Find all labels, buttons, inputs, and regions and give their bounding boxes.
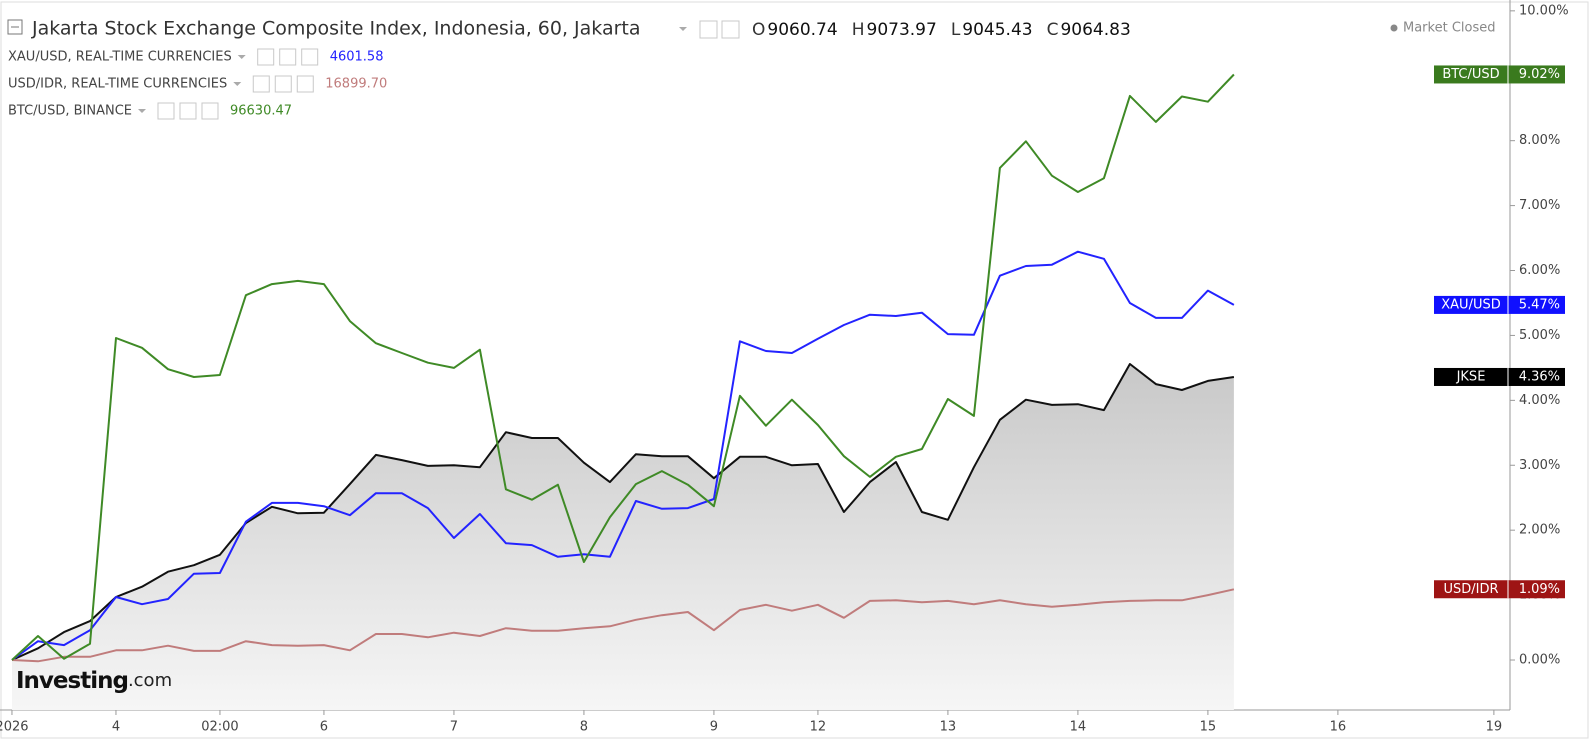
tag-name: XAU/USD: [1441, 297, 1500, 312]
y-tick-label: 2.00%: [1519, 523, 1560, 538]
x-tick-label: 15: [1200, 720, 1217, 735]
ohlc-key: O: [752, 20, 765, 40]
tag-name: BTC/USD: [1442, 67, 1499, 82]
ohlc-key: L: [951, 20, 961, 40]
y-tick-label: 3.00%: [1519, 458, 1560, 473]
market-status: Market Closed: [1403, 21, 1496, 36]
dropdown-arrow[interactable]: [679, 27, 687, 31]
title-controls[interactable]: [679, 20, 740, 39]
dropdown-arrow[interactable]: [137, 109, 146, 113]
price-tags: JKSE 4.36% XAU/USD 5.47% USD/IDR 1.09% BTC/USD…: [1434, 65, 1565, 599]
ohlc-key: C: [1047, 20, 1059, 40]
tag-value: 1.09%: [1519, 582, 1560, 597]
remove-icon[interactable]: [301, 48, 319, 66]
legend-price: 4601.58: [330, 50, 384, 65]
x-tick-label: 8: [580, 720, 588, 735]
series-line: [11, 250, 1235, 661]
series-line: [11, 588, 1235, 663]
plot-area: 0.00%1.00%2.00%3.00%4.00%5.00%6.00%7.00%…: [0, 3, 1569, 734]
ohlc-key: H: [852, 20, 865, 40]
header-icon[interactable]: [7, 19, 23, 35]
y-tick-label: 8.00%: [1519, 133, 1560, 148]
legend-name: XAU/USD, REAL-TIME CURRENCIES: [8, 50, 232, 65]
legend-price: 16899.70: [325, 77, 387, 92]
price-tag: [1434, 295, 1565, 314]
tag-value: 5.47%: [1519, 297, 1560, 312]
visibility-icon[interactable]: [257, 48, 275, 66]
x-tick-label: 14: [1070, 720, 1087, 735]
legend: XAU/USD, REAL-TIME CURRENCIES 4601.58 USD/…: [8, 48, 387, 120]
remove-icon[interactable]: [201, 102, 219, 120]
price-tag: [1434, 580, 1565, 599]
series-line: [11, 73, 1235, 661]
legend-price: 96630.47: [230, 104, 292, 119]
x-tick-label: 7: [450, 720, 458, 735]
settings-icon[interactable]: [721, 20, 740, 39]
x-tick-label: 4: [112, 720, 120, 735]
visibility-icon[interactable]: [699, 20, 718, 39]
y-tick-label: 5.00%: [1519, 328, 1560, 343]
price-tag: [1434, 65, 1565, 84]
dropdown-arrow[interactable]: [237, 55, 246, 59]
y-tick-label: 4.00%: [1519, 393, 1560, 408]
settings-icon[interactable]: [179, 102, 197, 120]
y-tick-label: 0.00%: [1519, 653, 1560, 668]
chart-title: Jakarta Stock Exchange Composite Index, …: [31, 18, 641, 40]
logo-brand: Investing: [16, 668, 128, 694]
remove-icon[interactable]: [296, 75, 314, 93]
legend-name: BTC/USD, BINANCE: [8, 104, 132, 119]
settings-icon[interactable]: [279, 48, 297, 66]
tag-value: 9.02%: [1519, 67, 1560, 82]
x-tick-label: 13: [940, 720, 957, 735]
status-dot: [1390, 24, 1398, 32]
legend-name: USD/IDR, REAL-TIME CURRENCIES: [8, 77, 227, 92]
x-tick-label: 6: [320, 720, 328, 735]
logo-suffix: .com: [128, 670, 172, 691]
x-tick-label: 12: [810, 720, 827, 735]
x-tick-label: 02:00: [201, 720, 238, 735]
ohlc-value: 9073.97: [867, 20, 937, 40]
tag-name: JKSE: [1456, 369, 1486, 384]
series-line: [11, 363, 1235, 661]
settings-icon[interactable]: [274, 75, 292, 93]
series-area: [12, 364, 1234, 710]
visibility-icon[interactable]: [157, 102, 175, 120]
x-tick-label: 16: [1330, 720, 1347, 735]
dropdown-arrow[interactable]: [233, 82, 242, 86]
x-tick-label: 2026: [0, 720, 29, 735]
tag-value: 4.36%: [1519, 369, 1560, 384]
logo: Investing.com: [16, 668, 172, 694]
ohlc-value: 9045.43: [962, 20, 1032, 40]
y-tick-label: 7.00%: [1519, 198, 1560, 213]
price-tag: [1434, 367, 1565, 386]
visibility-icon[interactable]: [252, 75, 270, 93]
tag-name: USD/IDR: [1443, 582, 1498, 597]
ohlc: O 9060.74 H 9073.97 L 9045.43 C 9064.83: [752, 20, 1131, 40]
y-tick-label: 6.00%: [1519, 263, 1560, 278]
ohlc-value: 9060.74: [767, 20, 837, 40]
y-tick-label: 10.00%: [1519, 3, 1569, 18]
ohlc-value: 9064.83: [1060, 20, 1130, 40]
x-tick-label: 19: [1486, 720, 1503, 735]
x-tick-label: 9: [710, 720, 718, 735]
